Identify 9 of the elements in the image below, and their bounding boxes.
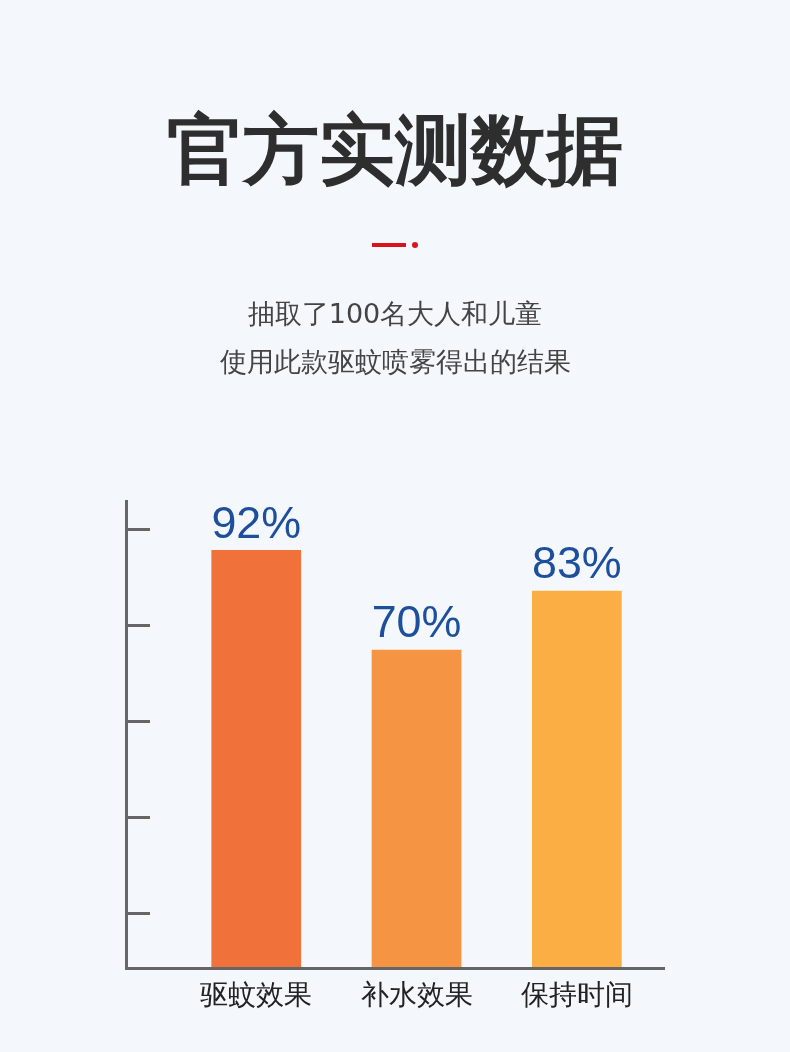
chart-title: 官方实测数据 (166, 104, 624, 196)
data-label: 70% (371, 596, 462, 648)
text: 使用此款驱蚊喷雾得出的结果 (218, 345, 572, 379)
x-tick-label: 保持时间 (520, 977, 633, 1011)
chart-subtitle: 抽取了100名大人和儿童 (246, 297, 544, 331)
x-tick-label: 补水效果 (360, 977, 473, 1011)
data-label: 83% (531, 537, 622, 589)
x-tick-label: 驱蚊效果 (200, 977, 313, 1011)
data-label: 92% (211, 496, 302, 548)
